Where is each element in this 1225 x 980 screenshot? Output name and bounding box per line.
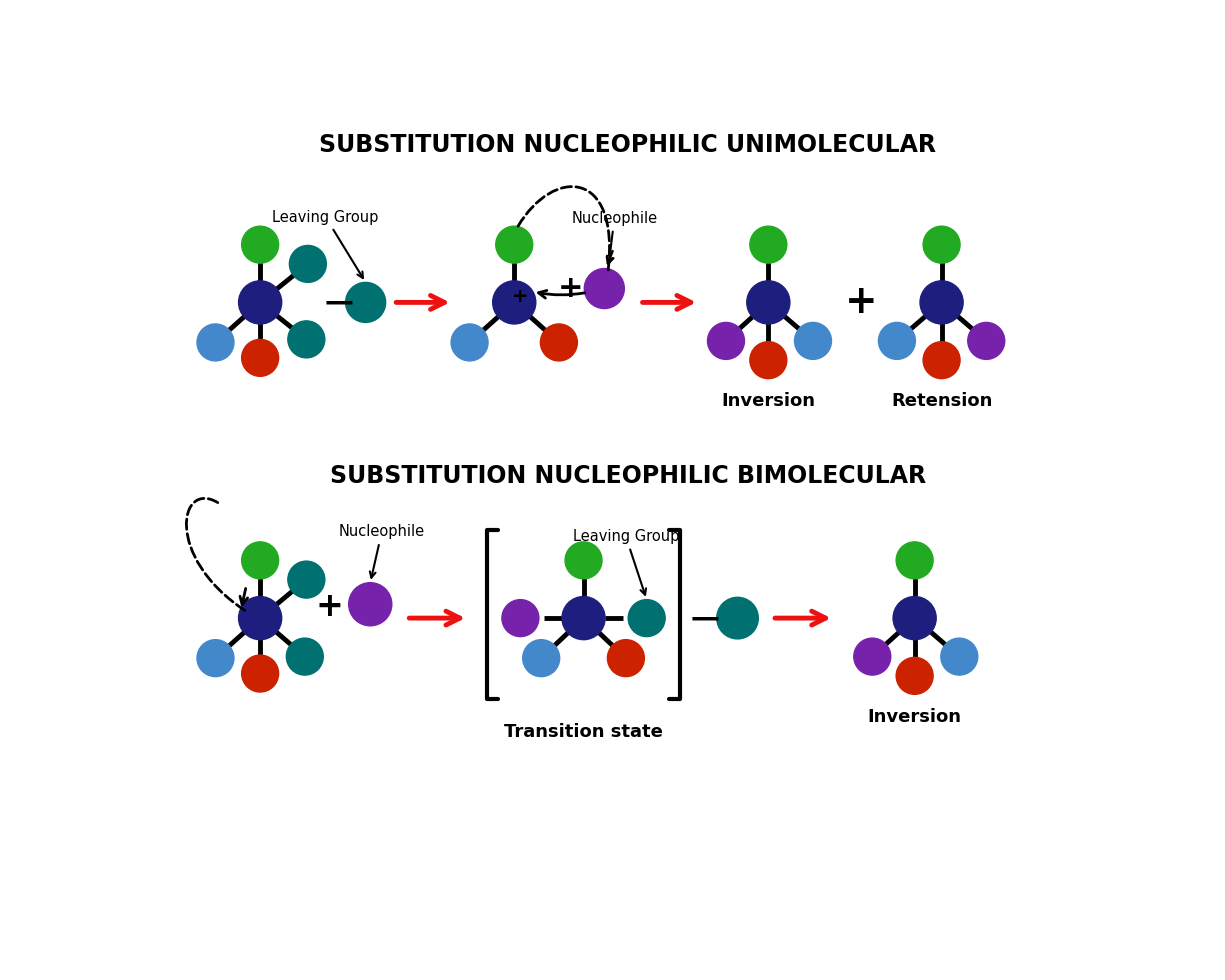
Circle shape [540,324,577,361]
Text: Nucleophile: Nucleophile [571,211,658,264]
Circle shape [241,655,278,692]
Circle shape [562,597,605,640]
Circle shape [289,245,326,282]
Circle shape [968,322,1004,360]
Circle shape [565,542,601,579]
Circle shape [941,638,978,675]
Circle shape [496,226,533,264]
Text: Leaving Group: Leaving Group [573,529,679,595]
Text: +: + [844,283,877,321]
Text: Leaving Group: Leaving Group [272,210,379,278]
Circle shape [608,640,644,676]
Circle shape [717,598,758,639]
Text: Nucleophile: Nucleophile [339,524,425,577]
Text: Inversion: Inversion [722,392,816,410]
Circle shape [897,658,933,695]
Circle shape [241,226,278,264]
Text: Transition state: Transition state [505,723,663,741]
Circle shape [893,597,936,640]
Circle shape [878,322,915,360]
Circle shape [288,562,325,598]
Circle shape [241,542,278,579]
Circle shape [287,638,323,675]
Circle shape [349,583,392,626]
Circle shape [239,281,282,324]
Circle shape [750,342,786,378]
Circle shape [854,638,891,675]
Text: $-$: $-$ [321,281,353,323]
Circle shape [750,226,786,264]
Text: +: + [316,590,343,623]
Circle shape [924,342,960,378]
Circle shape [241,339,278,376]
Circle shape [523,640,560,676]
Text: $-$: $-$ [687,597,719,639]
Text: +: + [557,274,583,303]
Text: SUBSTITUTION NUCLEOPHILIC UNIMOLECULAR: SUBSTITUTION NUCLEOPHILIC UNIMOLECULAR [320,132,936,157]
Circle shape [451,324,488,361]
Circle shape [584,269,625,309]
Circle shape [197,324,234,361]
Circle shape [502,600,539,637]
Circle shape [747,281,790,324]
Circle shape [288,320,325,358]
Circle shape [239,597,282,640]
Circle shape [924,226,960,264]
Circle shape [795,322,832,360]
Circle shape [708,322,745,360]
Text: Retension: Retension [891,392,992,410]
Circle shape [345,282,386,322]
Text: SUBSTITUTION NUCLEOPHILIC BIMOLECULAR: SUBSTITUTION NUCLEOPHILIC BIMOLECULAR [330,464,926,488]
Text: +: + [512,287,529,306]
Circle shape [897,542,933,579]
Text: Inversion: Inversion [867,708,962,725]
Circle shape [197,640,234,676]
Circle shape [492,281,535,324]
Circle shape [920,281,963,324]
Circle shape [628,600,665,637]
